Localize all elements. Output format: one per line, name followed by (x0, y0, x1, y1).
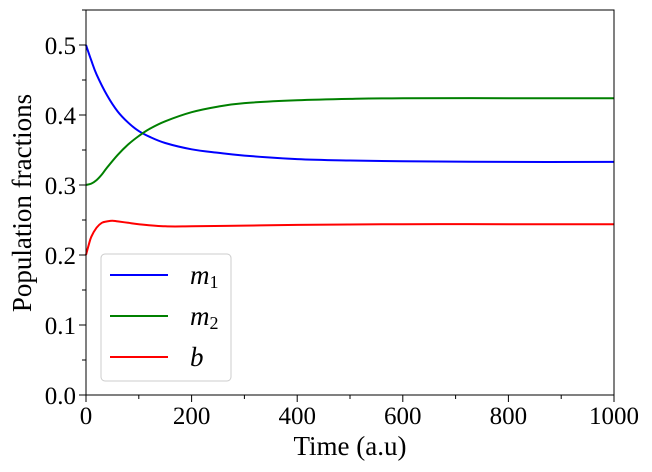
series-line-m2 (85, 97, 614, 186)
y-tick-label: 0.3 (45, 173, 76, 200)
legend-label-subscript: 2 (210, 313, 219, 333)
ticks-layer: 0 200 400 600 800 1000 0.0 0.1 0.2 0.3 0.4 0.5 (45, 9, 639, 430)
x-tick-label: 1000 (589, 403, 639, 430)
series-line-b (85, 219, 614, 256)
x-tick-label: 400 (278, 403, 316, 430)
x-tick-label: 600 (384, 403, 422, 430)
x-tick-label: 800 (490, 403, 528, 430)
legend-label-b: b (190, 342, 204, 372)
x-axis-label: Time (a.u) (294, 431, 407, 461)
series-layer (85, 44, 615, 256)
y-tick-label: 0.2 (45, 243, 76, 270)
series-line-m1 (85, 44, 615, 163)
x-tick-label: 200 (173, 403, 211, 430)
y-axis-label: Population fractions (7, 94, 37, 312)
y-tick-label: 0.1 (45, 313, 76, 340)
legend-frame (100, 253, 232, 382)
legend-label-subscript: 1 (210, 272, 219, 292)
legend-label-m1: m1 (190, 260, 219, 292)
y-tick-label: 0.4 (45, 103, 77, 130)
x-tick-label: 0 (80, 403, 93, 430)
y-tick-label: 0.5 (45, 33, 76, 60)
y-tick-label: 0.0 (45, 383, 76, 410)
